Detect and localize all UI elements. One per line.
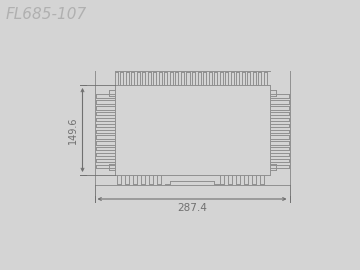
Text: 149.6: 149.6 — [68, 116, 77, 144]
Text: 287.4: 287.4 — [177, 203, 207, 213]
Text: FL685-107: FL685-107 — [6, 7, 87, 22]
